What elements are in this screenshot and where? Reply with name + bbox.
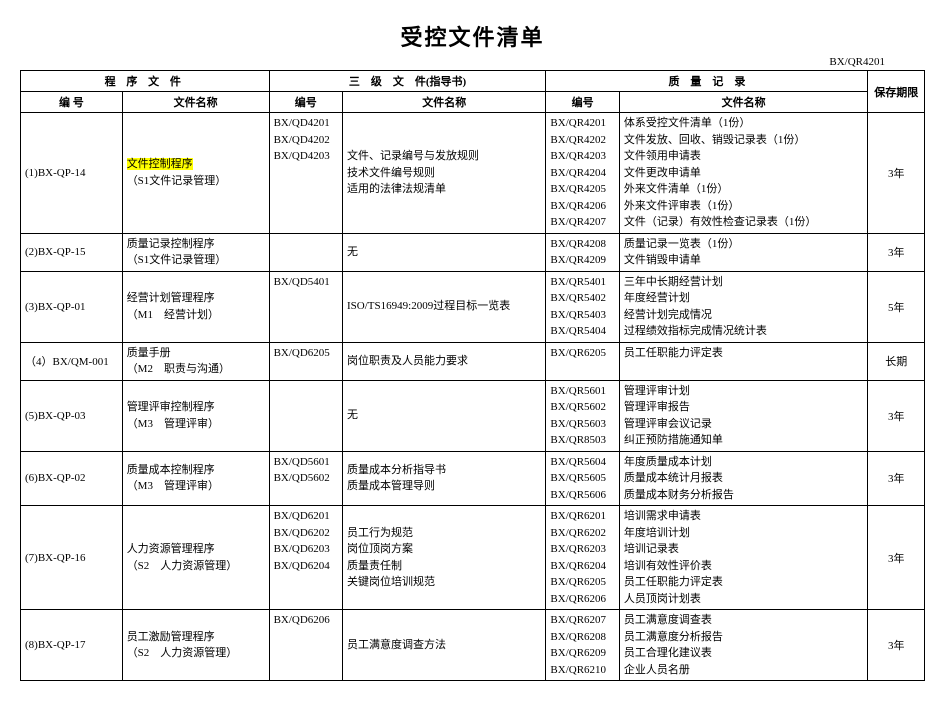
proc-name-top: 经营计划管理程序 bbox=[127, 292, 215, 304]
proc-name-top: 人力资源管理程序 bbox=[127, 543, 215, 555]
proc-name-top: 质量手册 bbox=[127, 347, 171, 359]
proc-name-sub: （S2 人力资源管理） bbox=[127, 647, 238, 659]
record-name: 员工满意度调查表员工满意度分析报告员工合理化建议表企业人员名册 bbox=[619, 610, 868, 681]
header-group3: 质 量 记 录 bbox=[546, 71, 868, 92]
record-code: BX/QR6205 bbox=[546, 342, 619, 380]
level3-code: BX/QD4201BX/QD4202BX/QD4203 bbox=[269, 113, 342, 234]
record-code: BX/QR5601BX/QR5602BX/QR5603BX/QR8503 bbox=[546, 380, 619, 451]
proc-name-top: 质量成本控制程序 bbox=[127, 464, 215, 476]
record-code: BX/QR4208BX/QR4209 bbox=[546, 233, 619, 271]
record-code: BX/QR4201BX/QR4202BX/QR4203BX/QR4204BX/Q… bbox=[546, 113, 619, 234]
level3-code: BX/QD6201BX/QD6202BX/QD6203BX/QD6204 bbox=[269, 506, 342, 610]
header-code3: 编号 bbox=[546, 92, 619, 113]
record-name: 管理评审计划管理评审报告管理评审会议记录纠正预防措施通知单 bbox=[619, 380, 868, 451]
proc-name: 员工激励管理程序 （S2 人力资源管理） bbox=[122, 610, 269, 681]
retention-period: 3年 bbox=[868, 380, 925, 451]
proc-name-sub: （M2 职责与沟通） bbox=[127, 363, 230, 375]
record-name: 员工任职能力评定表 bbox=[619, 342, 868, 380]
header-code1: 编 号 bbox=[21, 92, 123, 113]
record-name: 三年中长期经营计划年度经营计划经营计划完成情况过程绩效指标完成情况统计表 bbox=[619, 271, 868, 342]
doc-code: BX/QR4201 bbox=[20, 56, 925, 68]
retention-period: 3年 bbox=[868, 233, 925, 271]
proc-name: 质量手册 （M2 职责与沟通） bbox=[122, 342, 269, 380]
table-row: (8)BX-QP-17员工激励管理程序（S2 人力资源管理）BX/QD6206员… bbox=[21, 610, 925, 681]
proc-name: 文件控制程序 （S1文件记录管理） bbox=[122, 113, 269, 234]
level3-name: 员工行为规范岗位顶岗方案质量责任制关键岗位培训规范 bbox=[343, 506, 546, 610]
table-row: (3)BX-QP-01 经营计划管理程序 （M1 经营计划） BX/QD5401ISO… bbox=[21, 271, 925, 342]
level3-code bbox=[269, 233, 342, 271]
header-name2: 文件名称 bbox=[343, 92, 546, 113]
proc-code: （4）BX/QM-001 bbox=[21, 342, 123, 380]
level3-name: 无 bbox=[343, 380, 546, 451]
proc-name-sub: （S2 人力资源管理） bbox=[127, 560, 238, 572]
table-header: 程 序 文 件 三 级 文 件(指导书) 质 量 记 录 保存期限 编 号 文件… bbox=[21, 71, 925, 113]
proc-name-top: 员工激励管理程序 bbox=[127, 631, 215, 643]
level3-code bbox=[269, 380, 342, 451]
level3-name: ISO/TS16949:2009过程目标一览表 bbox=[343, 271, 546, 342]
proc-code: (8)BX-QP-17 bbox=[21, 610, 123, 681]
header-keep: 保存期限 bbox=[868, 71, 925, 113]
table-row: (6)BX-QP-02 质量成本控制程序 （M3 管理评审） BX/QD5601BX/… bbox=[21, 451, 925, 506]
header-group2: 三 级 文 件(指导书) bbox=[269, 71, 546, 92]
retention-period: 3年 bbox=[868, 113, 925, 234]
table-body: (1)BX-QP-14 文件控制程序 （S1文件记录管理） BX/QD4201BX/Q… bbox=[21, 113, 925, 681]
proc-code: (2)BX-QP-15 bbox=[21, 233, 123, 271]
record-name: 质量记录一览表（1份）文件销毁申请单 bbox=[619, 233, 868, 271]
proc-code: (6)BX-QP-02 bbox=[21, 451, 123, 506]
controlled-doc-table: 程 序 文 件 三 级 文 件(指导书) 质 量 记 录 保存期限 编 号 文件… bbox=[20, 70, 925, 681]
proc-name: 管理评审控制程序 （M3 管理评审） bbox=[122, 380, 269, 451]
header-group1: 程 序 文 件 bbox=[21, 71, 270, 92]
table-row: (1)BX-QP-14 文件控制程序 （S1文件记录管理） BX/QD4201BX/Q… bbox=[21, 113, 925, 234]
header-name3: 文件名称 bbox=[619, 92, 868, 113]
proc-code: (3)BX-QP-01 bbox=[21, 271, 123, 342]
level3-code: BX/QD5401 bbox=[269, 271, 342, 342]
header-code2: 编号 bbox=[269, 92, 342, 113]
record-code: BX/QR6201BX/QR6202BX/QR6203BX/QR6204BX/Q… bbox=[546, 506, 619, 610]
level3-name: 岗位职责及人员能力要求 bbox=[343, 342, 546, 380]
proc-name-sub: （M1 经营计划） bbox=[127, 309, 219, 321]
header-name1: 文件名称 bbox=[122, 92, 269, 113]
proc-name-sub: （M3 管理评审） bbox=[127, 418, 219, 430]
record-code: BX/QR5401BX/QR5402BX/QR5403BX/QR5404 bbox=[546, 271, 619, 342]
level3-name: 员工满意度调查方法 bbox=[343, 610, 546, 681]
proc-name: 质量成本控制程序 （M3 管理评审） bbox=[122, 451, 269, 506]
proc-code: (7)BX-QP-16 bbox=[21, 506, 123, 610]
proc-name-top: 质量记录控制程序 bbox=[127, 238, 215, 250]
retention-period: 3年 bbox=[868, 506, 925, 610]
level3-name: 质量成本分析指导书质量成本管理导则 bbox=[343, 451, 546, 506]
level3-code: BX/QD6205 bbox=[269, 342, 342, 380]
table-row: (2)BX-QP-15 质量记录控制程序 （S1文件记录管理） 无BX/QR4208B… bbox=[21, 233, 925, 271]
table-row: (7)BX-QP-16 人力资源管理程序 （S2 人力资源管理） BX/QD6201B… bbox=[21, 506, 925, 610]
level3-name: 无 bbox=[343, 233, 546, 271]
level3-name: 文件、记录编号与发放规则技术文件编号规则适用的法律法规清单 bbox=[343, 113, 546, 234]
record-name: 体系受控文件清单（1份）文件发放、回收、销毁记录表（1份）文件领用申请表文件更改… bbox=[619, 113, 868, 234]
proc-name: 经营计划管理程序 （M1 经营计划） bbox=[122, 271, 269, 342]
level3-code: BX/QD6206 bbox=[269, 610, 342, 681]
table-row: （4）BX/QM-001 质量手册 （M2 职责与沟通） BX/QD6205岗位职责及… bbox=[21, 342, 925, 380]
proc-code: (1)BX-QP-14 bbox=[21, 113, 123, 234]
record-name: 培训需求申请表年度培训计划培训记录表培训有效性评价表员工任职能力评定表人员顶岗计… bbox=[619, 506, 868, 610]
record-code: BX/QR6207BX/QR6208BX/QR6209BX/QR6210 bbox=[546, 610, 619, 681]
retention-period: 3年 bbox=[868, 610, 925, 681]
page-title: 受控文件清单 bbox=[20, 20, 925, 52]
retention-period: 5年 bbox=[868, 271, 925, 342]
proc-name-sub: （S1文件记录管理） bbox=[127, 175, 227, 187]
retention-period: 3年 bbox=[868, 451, 925, 506]
record-code: BX/QR5604BX/QR5605BX/QR5606 bbox=[546, 451, 619, 506]
level3-code: BX/QD5601BX/QD5602 bbox=[269, 451, 342, 506]
retention-period: 长期 bbox=[868, 342, 925, 380]
proc-name-top: 文件控制程序 bbox=[127, 158, 193, 170]
record-name: 年度质量成本计划质量成本统计月报表质量成本财务分析报告 bbox=[619, 451, 868, 506]
proc-name: 质量记录控制程序 （S1文件记录管理） bbox=[122, 233, 269, 271]
proc-name-top: 管理评审控制程序 bbox=[127, 401, 215, 413]
table-row: (5)BX-QP-03 管理评审控制程序 （M3 管理评审） 无BX/QR5601BX… bbox=[21, 380, 925, 451]
proc-name: 人力资源管理程序 （S2 人力资源管理） bbox=[122, 506, 269, 610]
proc-name-sub: （S1文件记录管理） bbox=[127, 254, 227, 266]
proc-code: (5)BX-QP-03 bbox=[21, 380, 123, 451]
proc-name-sub: （M3 管理评审） bbox=[127, 480, 219, 492]
